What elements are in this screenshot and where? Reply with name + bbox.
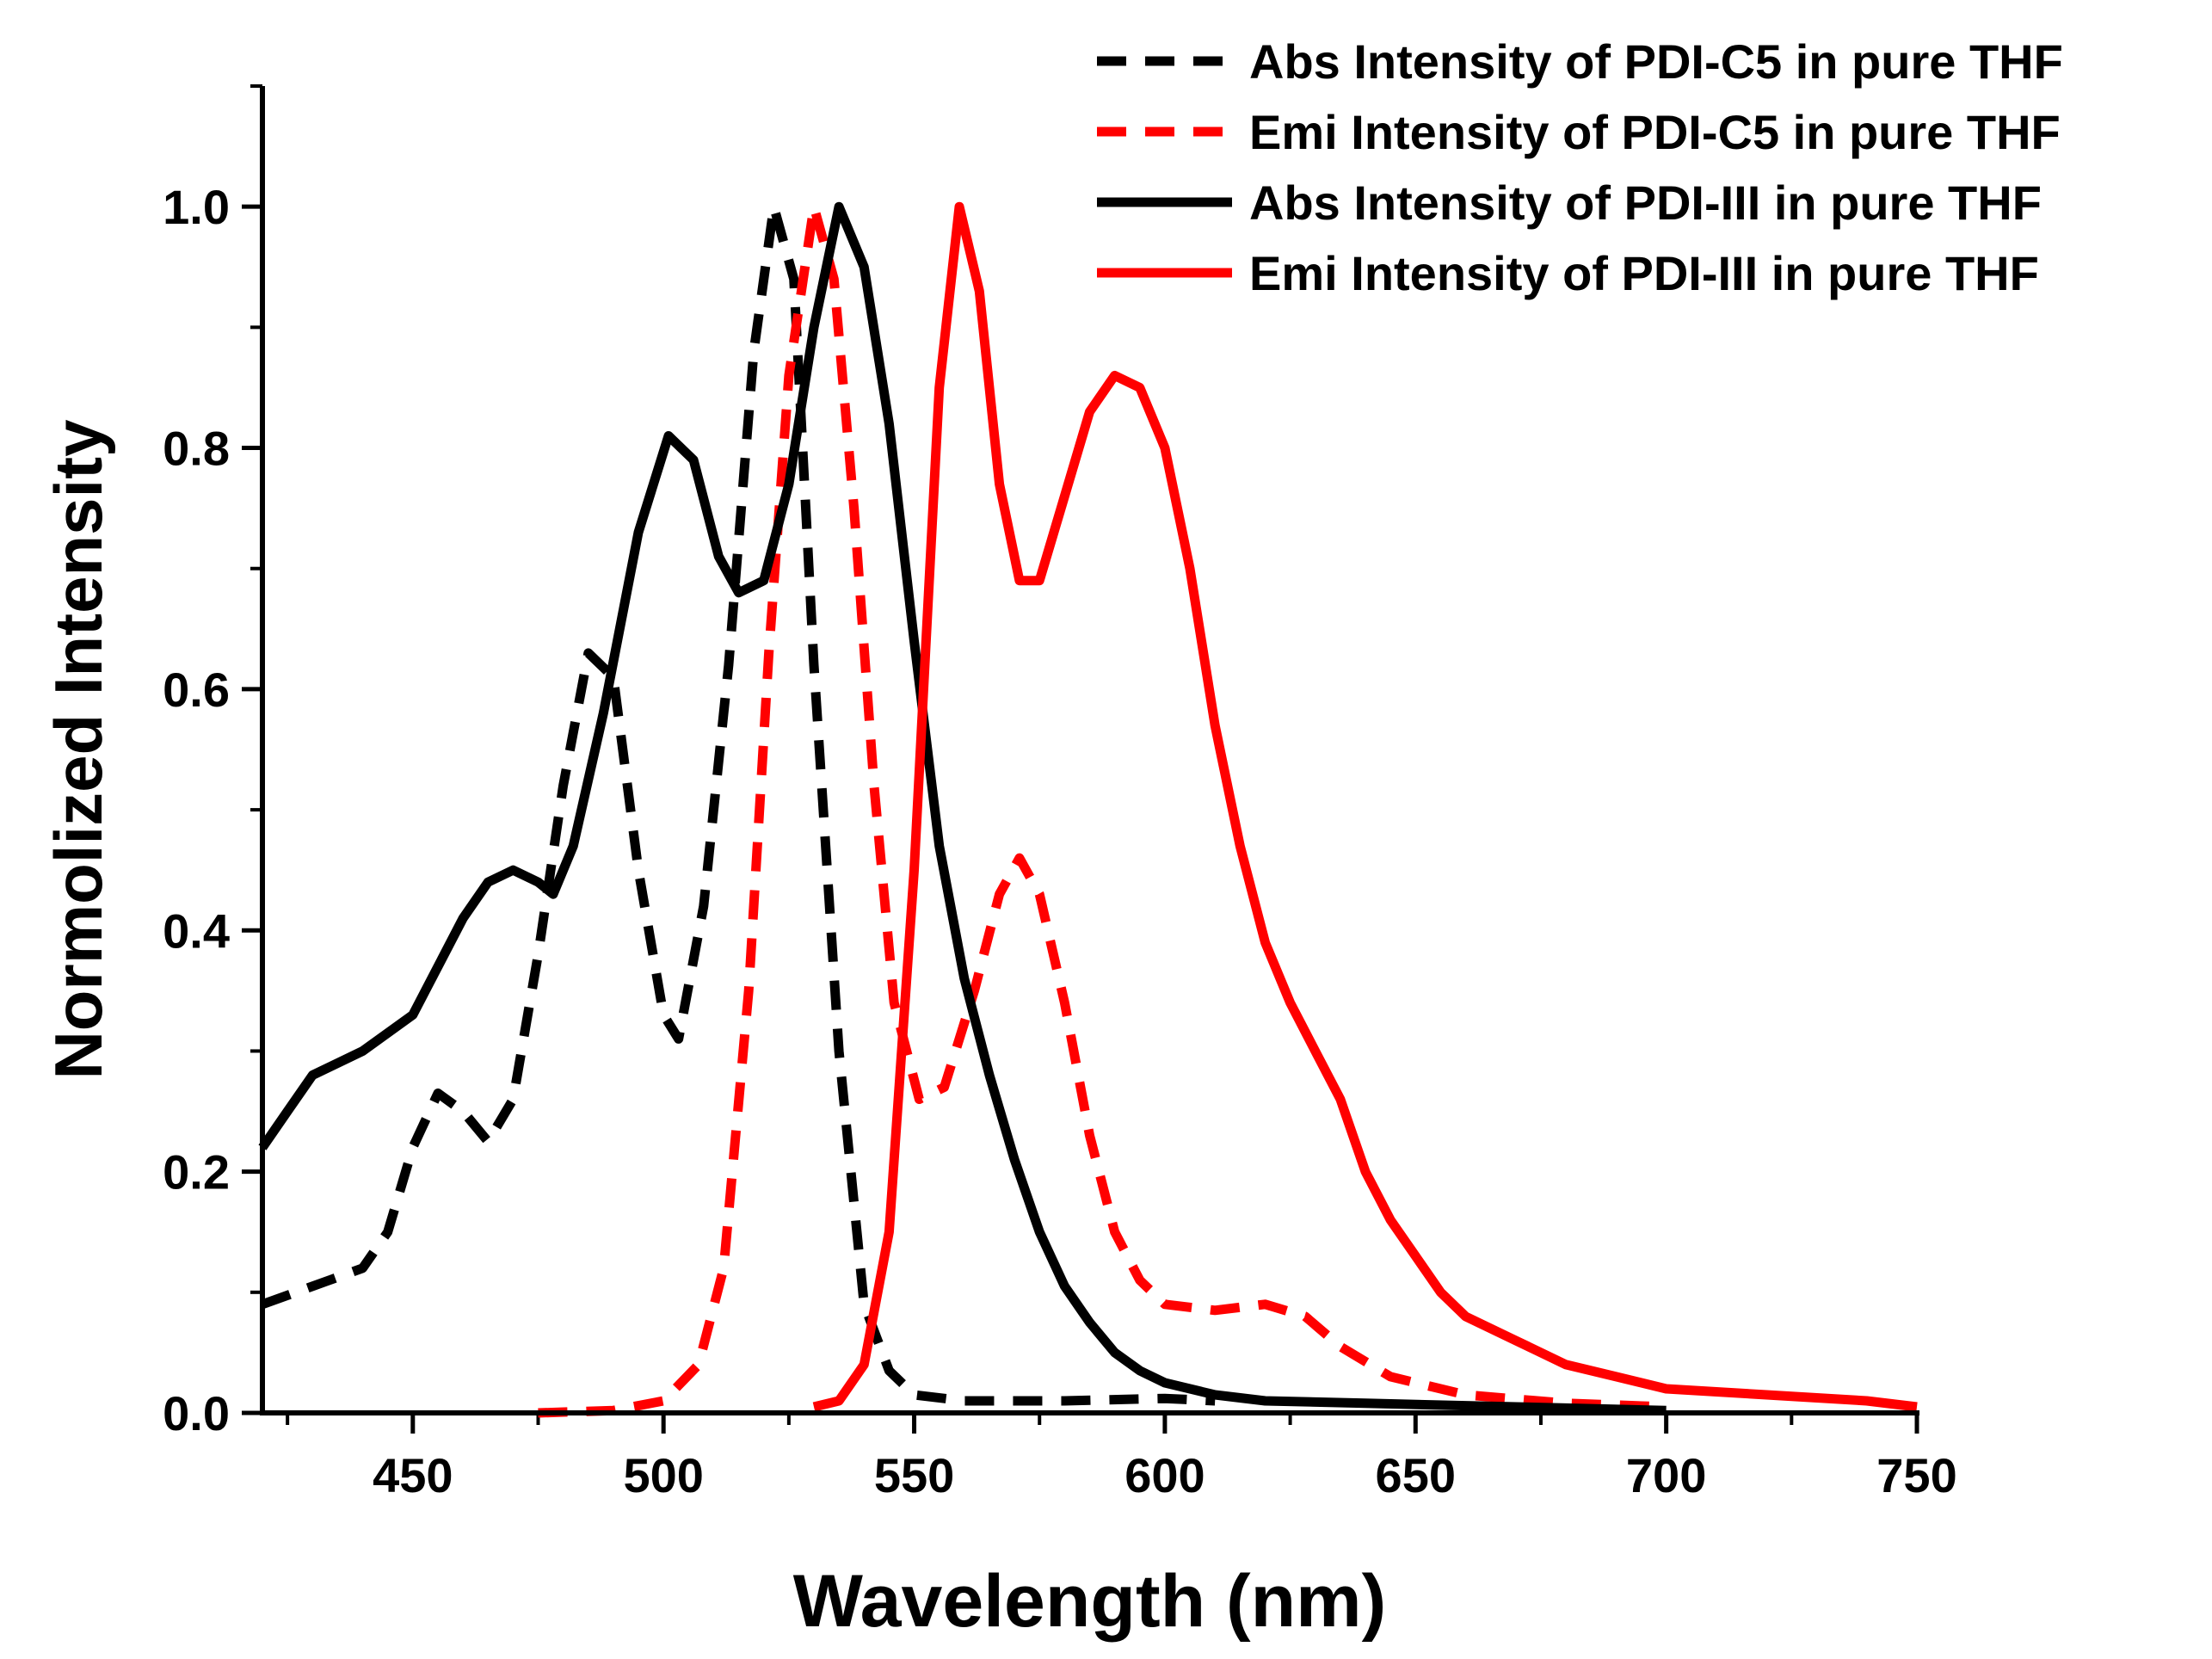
x-tick-label: 500 [623, 1448, 703, 1502]
x-axis-ticks: 450 500 550 600 650 700 750 [286, 1413, 1957, 1502]
legend-label-2: Emi Intensity of PDI-C5 in pure THF [1249, 105, 2061, 159]
x-axis-title: Wavelength (nm) [793, 1560, 1387, 1643]
series-line-4 [812, 201, 1918, 1412]
legend-label-1: Abs Intensity of PDI-C5 in pure THF [1249, 34, 2063, 89]
series-line-1 [261, 201, 1216, 1406]
y-tick-label: 1.0 [163, 180, 230, 234]
y-tick-label: 0.4 [163, 904, 230, 958]
series-line-3 [258, 201, 1667, 1415]
x-tick-label: 750 [1876, 1448, 1956, 1502]
y-tick-label: 0.0 [163, 1386, 230, 1440]
x-tick-label: 550 [874, 1448, 954, 1502]
x-tick-label: 650 [1376, 1448, 1456, 1502]
legend-label-4: Emi Intensity of PDI-III in pure THF [1249, 246, 2039, 300]
y-axis-title: Normolized Intensity [40, 419, 116, 1079]
x-tick-label: 700 [1626, 1448, 1706, 1502]
x-tick-label: 600 [1124, 1448, 1205, 1502]
legend: Abs Intensity of PDI-C5 in pure THF Emi I… [1097, 34, 2063, 300]
plot-area [258, 201, 1918, 1418]
series-line-2 [538, 201, 1667, 1418]
y-tick-label: 0.6 [163, 663, 230, 717]
y-tick-label: 0.2 [163, 1145, 230, 1200]
y-tick-label: 0.8 [163, 422, 230, 476]
legend-label-3: Abs Intensity of PDI-III in pure THF [1249, 176, 2042, 230]
y-axis-ticks: 0.0 0.2 0.4 0.6 0.8 1.0 [163, 84, 262, 1440]
x-tick-label: 450 [373, 1448, 453, 1502]
